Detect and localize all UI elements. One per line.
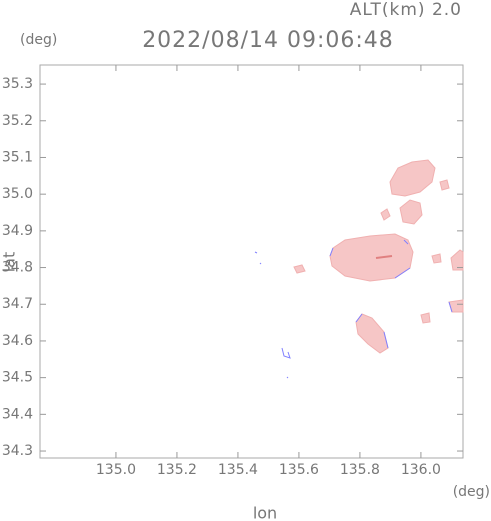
altitude-label: ALT(km) 2.0 — [350, 0, 462, 20]
x-unit: (deg) — [453, 484, 490, 500]
y-tick-label: 35.2 — [2, 113, 33, 129]
x-tick-label: 135.2 — [157, 462, 197, 478]
x-tick-label: 136.0 — [401, 462, 441, 478]
y-tick-label: 34.6 — [2, 333, 33, 349]
x-tick-label: 135.4 — [218, 462, 258, 478]
y-tick-label: 35.0 — [2, 186, 33, 202]
y-tick-label: 35.3 — [2, 76, 33, 92]
y-tick-label: 34.7 — [2, 296, 33, 312]
y-axis-label: lat — [0, 252, 19, 273]
y-unit: (deg) — [20, 32, 57, 48]
x-tick-label: 135.8 — [340, 462, 380, 478]
x-tick-label: 135.6 — [279, 462, 319, 478]
y-tick-label: 34.3 — [2, 443, 33, 459]
x-axis-label: lon — [253, 504, 277, 521]
x-tick-label: 135.0 — [96, 462, 136, 478]
y-tick-label: 34.4 — [2, 406, 33, 422]
y-tick-label: 34.5 — [2, 370, 33, 386]
chart-title: 2022/08/14 09:06:48 — [142, 28, 394, 53]
y-tick-label: 35.1 — [2, 149, 33, 165]
radar-echo — [254, 159, 464, 379]
y-tick-label: 34.8 — [2, 260, 33, 276]
y-tick-label: 34.9 — [2, 223, 33, 239]
